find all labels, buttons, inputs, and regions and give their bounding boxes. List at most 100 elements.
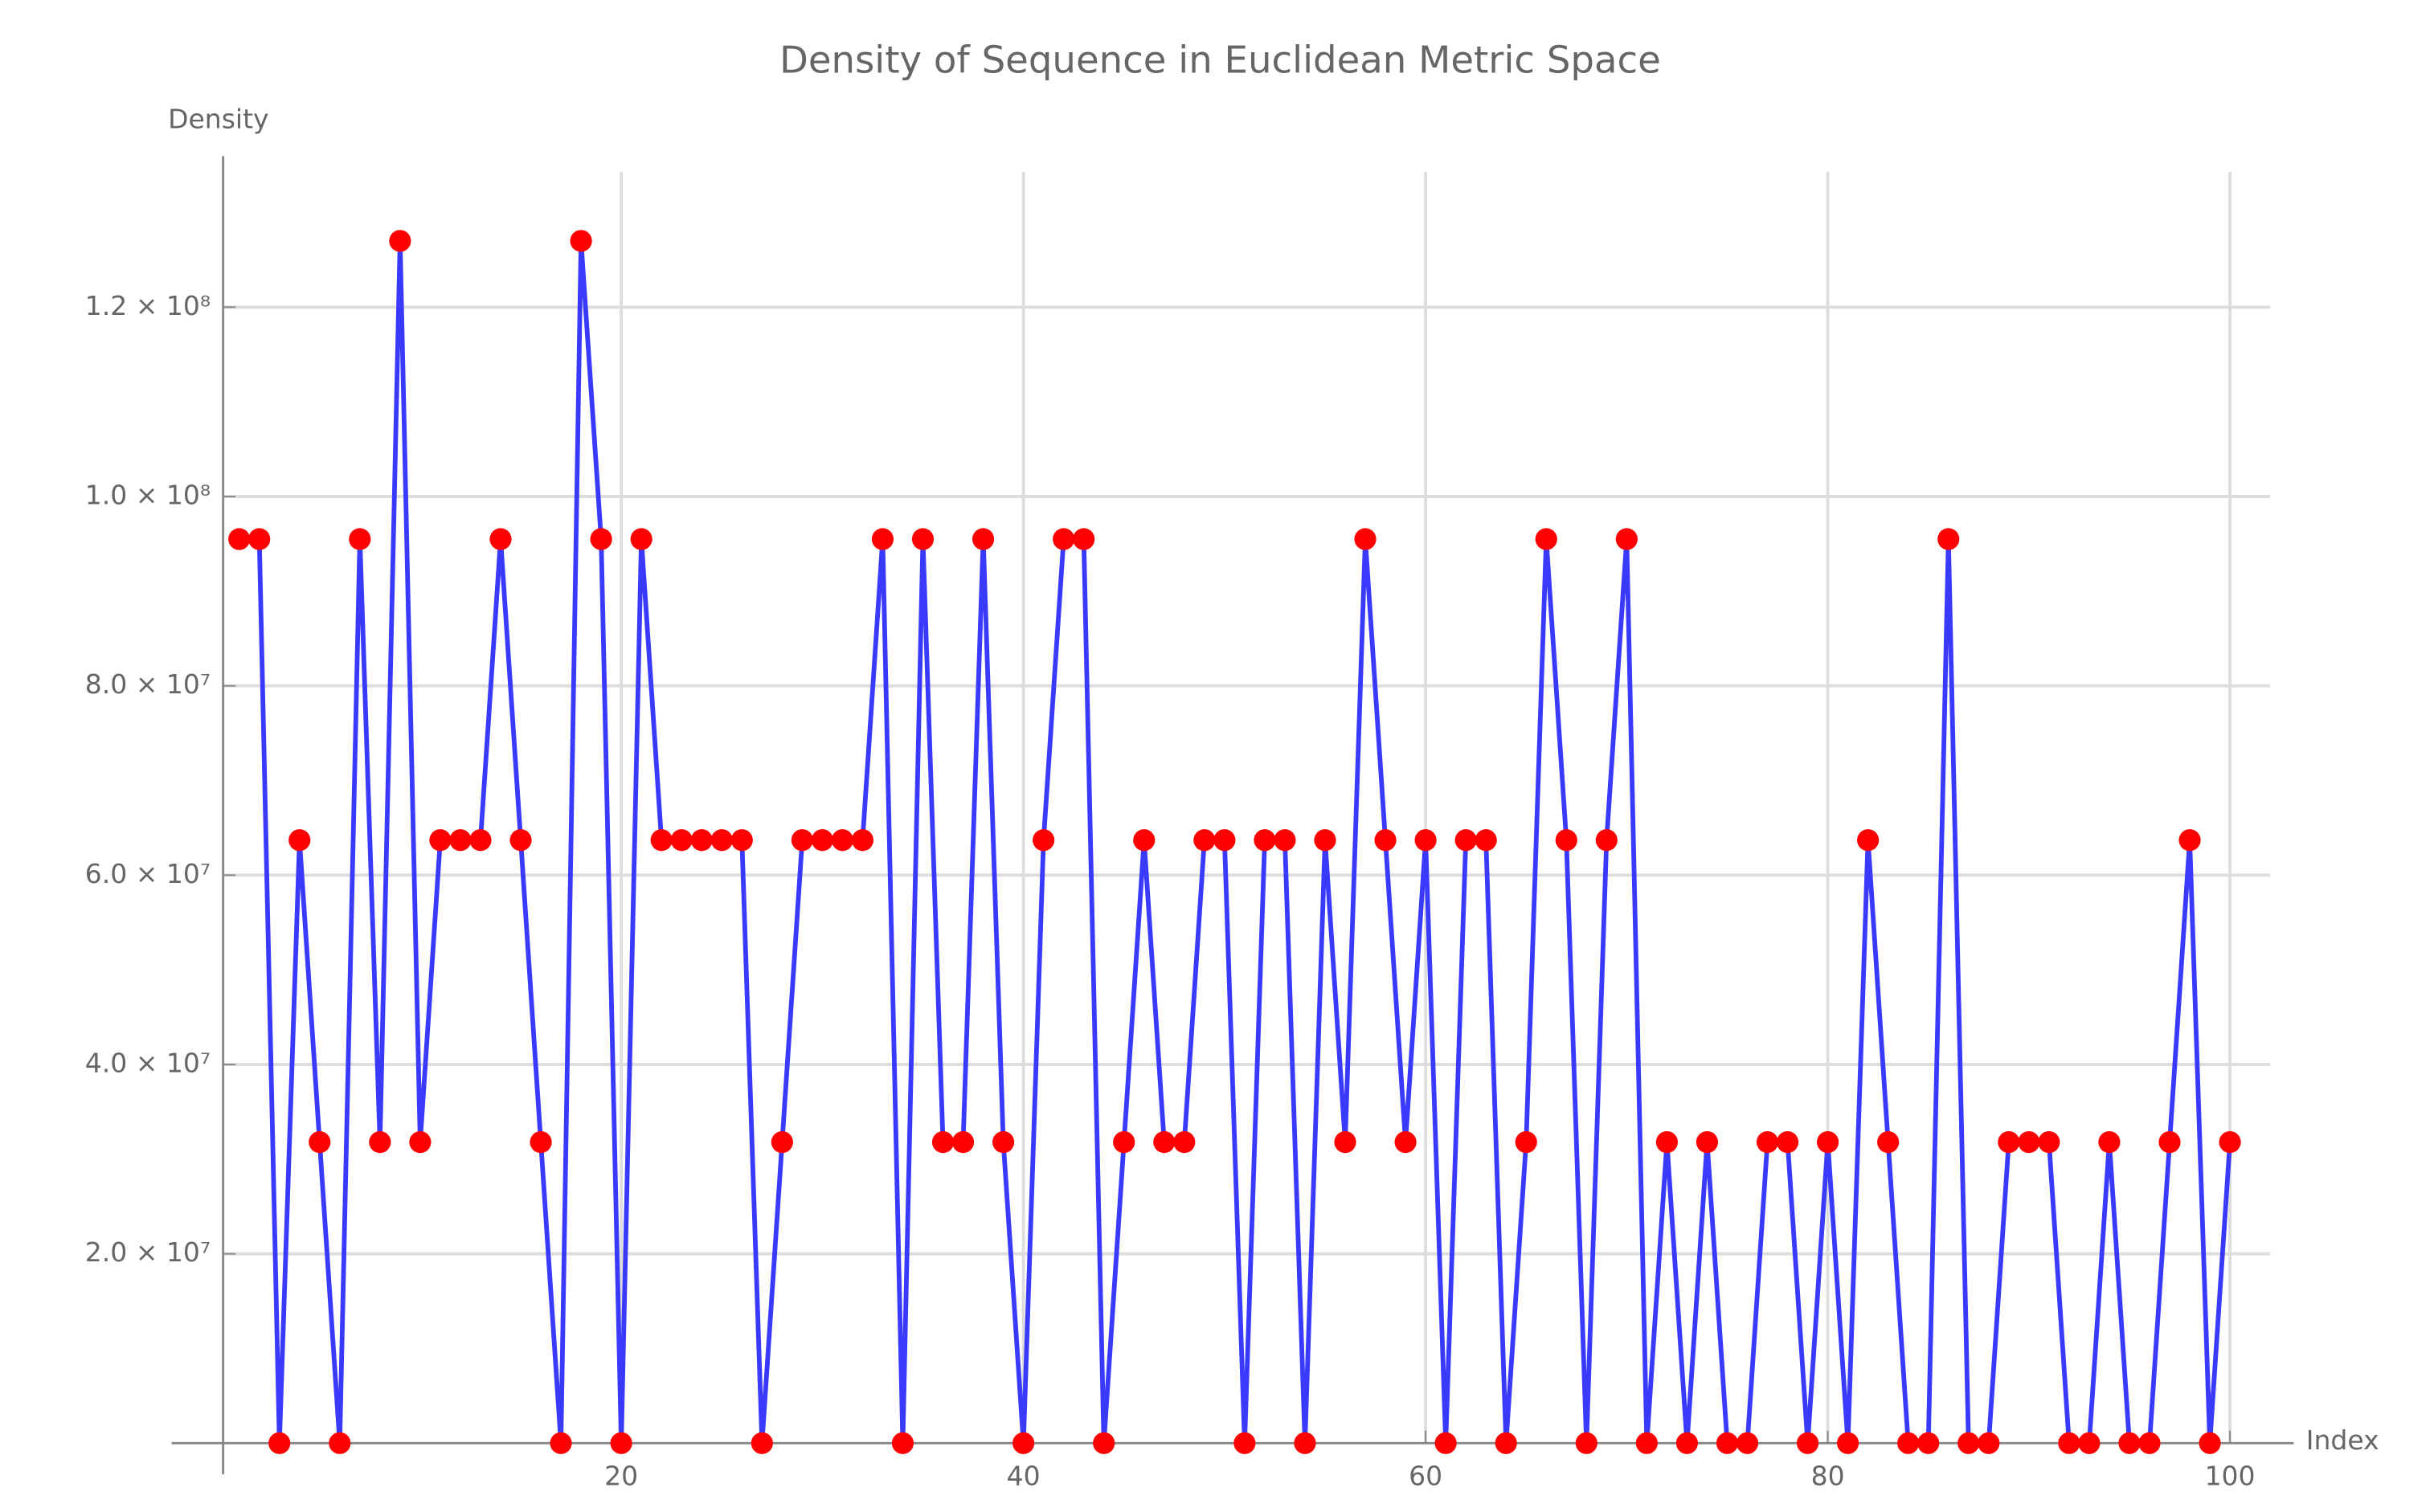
data-point bbox=[389, 230, 411, 252]
data-point bbox=[1374, 829, 1397, 852]
data-point bbox=[449, 829, 472, 852]
y-tick-label: 4.0 × 10⁷ bbox=[85, 1047, 211, 1078]
data-point bbox=[951, 1131, 975, 1154]
data-point bbox=[1053, 528, 1075, 550]
data-point bbox=[1414, 829, 1437, 852]
data-point bbox=[1615, 528, 1638, 550]
data-point bbox=[791, 829, 813, 852]
data-point bbox=[1857, 829, 1880, 852]
data-point bbox=[831, 829, 853, 852]
data-point bbox=[1595, 829, 1618, 852]
data-point bbox=[1294, 1432, 1316, 1454]
y-tick-label: 1.2 × 10⁸ bbox=[85, 290, 211, 321]
data-point bbox=[650, 829, 673, 852]
data-point bbox=[1213, 829, 1236, 852]
data-point bbox=[1736, 1432, 1759, 1454]
data-point bbox=[1173, 1131, 1196, 1154]
data-point bbox=[2038, 1131, 2060, 1154]
data-point bbox=[309, 1131, 331, 1154]
data-point bbox=[690, 829, 713, 852]
data-point bbox=[268, 1432, 291, 1454]
data-point bbox=[1716, 1432, 1739, 1454]
data-point bbox=[1093, 1432, 1115, 1454]
data-point bbox=[1917, 1432, 1940, 1454]
data-point bbox=[288, 829, 311, 852]
data-point bbox=[369, 1131, 391, 1154]
data-point bbox=[248, 528, 271, 550]
data-point bbox=[730, 829, 753, 852]
data-point bbox=[2058, 1432, 2080, 1454]
x-tick-label: 60 bbox=[1409, 1461, 1442, 1492]
data-point bbox=[1073, 528, 1095, 550]
data-point bbox=[1756, 1131, 1779, 1154]
data-point bbox=[1334, 1131, 1356, 1154]
data-point bbox=[931, 1131, 955, 1154]
y-tick-label: 6.0 × 10⁷ bbox=[85, 858, 211, 889]
data-point bbox=[1535, 528, 1557, 550]
data-point bbox=[1877, 1131, 1900, 1154]
data-point bbox=[1495, 1432, 1517, 1454]
y-tick-label: 2.0 × 10⁷ bbox=[85, 1236, 211, 1268]
x-axis-label: Index bbox=[2306, 1424, 2379, 1456]
data-point bbox=[1655, 1131, 1678, 1154]
data-point bbox=[590, 528, 612, 550]
data-point bbox=[630, 528, 652, 550]
data-point bbox=[1837, 1432, 1859, 1454]
data-point bbox=[2158, 1131, 2181, 1154]
data-point bbox=[1394, 1131, 1417, 1154]
data-point bbox=[1635, 1432, 1658, 1454]
data-point bbox=[2138, 1432, 2161, 1454]
data-point bbox=[851, 829, 874, 852]
data-point bbox=[1937, 528, 1960, 550]
data-point bbox=[1133, 829, 1156, 852]
data-point bbox=[2118, 1432, 2141, 1454]
data-point bbox=[1575, 1432, 1597, 1454]
data-point bbox=[469, 829, 492, 852]
data-point bbox=[409, 1131, 432, 1154]
data-point bbox=[891, 1432, 914, 1454]
data-point bbox=[1354, 528, 1377, 550]
data-point bbox=[610, 1432, 632, 1454]
y-tick-label: 8.0 × 10⁷ bbox=[85, 668, 211, 700]
data-point bbox=[871, 528, 894, 550]
data-point bbox=[1776, 1131, 1799, 1154]
data-point bbox=[1897, 1432, 1920, 1454]
data-point bbox=[1314, 829, 1336, 852]
data-point bbox=[2018, 1131, 2040, 1154]
series-line bbox=[239, 238, 2232, 1446]
x-tick-label: 40 bbox=[1007, 1461, 1041, 1492]
data-point bbox=[1957, 1432, 1980, 1454]
y-axis-label: Density bbox=[168, 103, 268, 134]
data-point bbox=[992, 1131, 1015, 1154]
data-point bbox=[710, 829, 733, 852]
data-point bbox=[1254, 829, 1276, 852]
data-point bbox=[1515, 1131, 1537, 1154]
data-point bbox=[1454, 829, 1477, 852]
x-tick-label: 20 bbox=[604, 1461, 638, 1492]
data-point bbox=[2199, 1432, 2221, 1454]
x-tick-label: 80 bbox=[1811, 1461, 1845, 1492]
data-point bbox=[1796, 1432, 1819, 1454]
chart-title: Density of Sequence in Euclidean Metric … bbox=[779, 38, 1661, 81]
data-point bbox=[811, 829, 833, 852]
data-point bbox=[1113, 1131, 1135, 1154]
data-point bbox=[329, 1432, 351, 1454]
data-point bbox=[429, 829, 452, 852]
data-point bbox=[1153, 1131, 1176, 1154]
data-point bbox=[1998, 1131, 2020, 1154]
data-point bbox=[771, 1131, 793, 1154]
data-point bbox=[550, 1432, 572, 1454]
data-point bbox=[1434, 1432, 1457, 1454]
data-point bbox=[530, 1131, 552, 1154]
data-point bbox=[2178, 829, 2201, 852]
data-point bbox=[1696, 1131, 1719, 1154]
data-point bbox=[2219, 1131, 2241, 1154]
data-point bbox=[1978, 1432, 2000, 1454]
data-point bbox=[509, 829, 532, 852]
data-point bbox=[349, 528, 371, 550]
data-point bbox=[1193, 829, 1216, 852]
data-point bbox=[972, 528, 995, 550]
data-point bbox=[751, 1432, 773, 1454]
data-point bbox=[1475, 829, 1497, 852]
